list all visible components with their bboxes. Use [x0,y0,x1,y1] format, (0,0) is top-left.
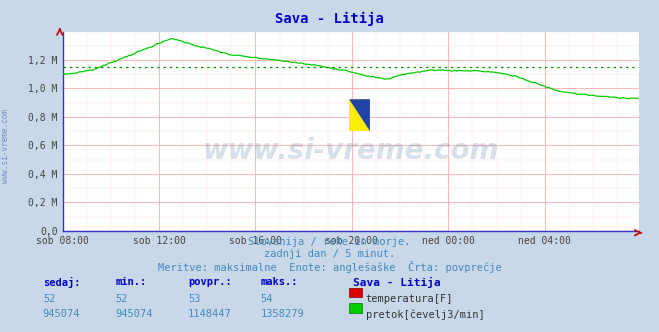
Text: temperatura[F]: temperatura[F] [366,294,453,304]
Text: sedaj:: sedaj: [43,277,80,288]
Text: zadnji dan / 5 minut.: zadnji dan / 5 minut. [264,249,395,259]
Text: 53: 53 [188,294,200,304]
Text: Sava - Litija: Sava - Litija [275,12,384,26]
Text: 1358279: 1358279 [260,309,304,319]
Text: 54: 54 [260,294,273,304]
Text: www.si-vreme.com: www.si-vreme.com [203,137,499,165]
Text: Slovenija / reke in morje.: Slovenija / reke in morje. [248,237,411,247]
Polygon shape [349,99,370,131]
Text: 52: 52 [115,294,128,304]
Text: www.si-vreme.com: www.si-vreme.com [1,109,10,183]
Text: 945074: 945074 [115,309,153,319]
Text: pretok[čevelj3/min]: pretok[čevelj3/min] [366,309,484,320]
Text: 945074: 945074 [43,309,80,319]
Text: 52: 52 [43,294,55,304]
Text: Sava - Litija: Sava - Litija [353,277,440,288]
Text: 1148447: 1148447 [188,309,231,319]
FancyBboxPatch shape [349,99,370,131]
Text: maks.:: maks.: [260,277,298,287]
Text: povpr.:: povpr.: [188,277,231,287]
Text: min.:: min.: [115,277,146,287]
Text: Meritve: maksimalne  Enote: anglešaške  Črta: povprečje: Meritve: maksimalne Enote: anglešaške Čr… [158,261,501,273]
